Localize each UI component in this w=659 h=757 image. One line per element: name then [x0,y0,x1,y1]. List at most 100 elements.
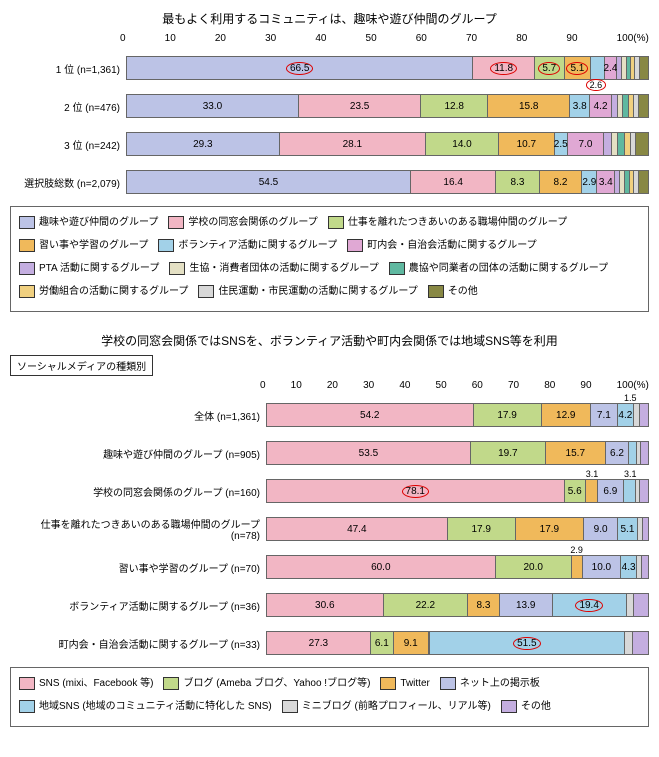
segment-value: 2.4 [604,63,618,74]
legend-label: その他 [448,282,478,301]
segment-value: 5.7 [538,62,560,75]
axis-tick: 100(%) [617,33,649,44]
legend-label: Twitter [400,674,429,693]
segment-value: 7.1 [597,410,611,421]
legend-swatch [19,216,35,229]
bar-segment [629,442,637,464]
row-label: 学校の同窓会関係のグループ (n=160) [10,484,266,499]
stacked-bar: 27.36.19.151.5 [266,631,649,655]
legend: SNS (mixi、Facebook 等)ブログ (Ameba ブログ、Yaho… [10,667,649,727]
x-axis: 0102030405060708090100(%) [120,33,649,44]
bar-segment: 2.5 [555,133,568,155]
legend-swatch [389,262,405,275]
row-label: 1 位 (n=1,361) [10,61,126,76]
legend-item: その他 [501,697,551,716]
axis-tick: 50 [436,380,447,391]
segment-value: 6.9 [603,486,617,497]
segment-value: 8.3 [511,177,525,188]
row-label: 趣味や遊び仲間のグループ (n=905) [10,446,266,461]
bar-segment: 17.9 [474,404,542,426]
bar-segment: 9.1 [394,632,429,654]
bar-segment [627,594,635,616]
bar-row: 全体 (n=1,361)54.217.912.97.14.21.5 [10,401,649,429]
legend-item: ブログ (Ameba ブログ、Yahoo !ブログ等) [163,674,370,693]
legend-label: 住民運動・市民運動の活動に関するグループ [218,282,417,301]
row-label: 3 位 (n=242) [10,137,126,152]
axis-tick: 40 [399,380,410,391]
bar-segment: 10.0 [583,556,621,578]
bar-segment [641,442,647,464]
segment-value: 2.9 [582,177,596,188]
segment-value: 4.2 [618,410,632,421]
bar-segment: 8.3 [468,594,500,616]
bar-segment: 12.9 [542,404,591,426]
legend-label: 地域SNS (地域のコミュニティ活動に特化した SNS) [39,697,272,716]
legend-swatch [428,285,444,298]
axis-tick: 10 [165,33,176,44]
legend-label: 習い事や学習のグループ [39,236,148,255]
bar-segment: 9.0 [584,518,618,540]
segment-value: 14.0 [452,139,471,150]
axis-tick: 20 [327,380,338,391]
segment-value: 10.0 [592,562,611,573]
bar-segment: 66.5 [127,57,473,79]
bar-segment: 11.8 [473,57,534,79]
bar-segment: 5.1 [618,518,637,540]
row-label: 仕事を離れたつきあいのある職場仲間のグループ (n=78) [10,516,266,542]
segment-value: 23.5 [350,101,369,112]
axis-tick: 30 [265,33,276,44]
bar-segment: 20.0 [496,556,572,578]
bar-segment [639,95,648,117]
legend-label: 生協・消費者団体の活動に関するグループ [189,259,378,278]
segment-value: 54.5 [259,177,278,188]
segment-value: 9.1 [404,638,418,649]
chart-block-2: 学校の同窓会関係ではSNSを、ボランティア活動や町内会関係では地域SNS等を利用… [10,332,649,727]
row-label: 2 位 (n=476) [10,99,126,114]
legend-item: 生協・消費者団体の活動に関するグループ [169,259,378,278]
bar-segment: 6.1 [371,632,394,654]
bar-segment: 17.9 [448,518,516,540]
bar-segment: 3.8 [570,95,590,117]
bar-row: 1 位 (n=1,361)66.511.85.75.12.42.6 [10,54,649,82]
legend-item: 習い事や学習のグループ [19,236,148,255]
row-label: 町内会・自治会活動に関するグループ (n=33) [10,636,266,651]
bar-row: ボランティア活動に関するグループ (n=36)30.622.28.313.919… [10,591,649,619]
segment-value: 19.4 [575,599,602,612]
legend-swatch [347,239,363,252]
bar-segment: 2.4 [605,57,618,79]
legend-item: Twitter [380,674,429,693]
legend-label: 趣味や遊び仲間のグループ [39,213,158,232]
legend-swatch [19,677,35,690]
legend-swatch [158,239,174,252]
bar-segment: 29.3 [127,133,280,155]
bar-segment: 78.1 [267,480,565,502]
stacked-bar: 54.516.48.38.22.93.4 [126,170,649,194]
legend-swatch [19,262,35,275]
bar-segment [640,404,648,426]
stacked-bar: 29.328.114.010.72.57.0 [126,132,649,156]
stacked-bar: 30.622.28.313.919.4 [266,593,649,617]
legend-swatch [19,239,35,252]
segment-value: 6.1 [375,638,389,649]
legend-label: 学校の同窓会関係のグループ [188,213,317,232]
bar-segment: 4.3 [621,556,637,578]
stacked-bar: 53.519.715.76.2 [266,441,649,465]
segment-value: 2.5 [554,139,568,150]
segment-value: 5.6 [568,486,582,497]
callout-label: 3.1 [585,469,600,479]
bar-segment: 22.2 [384,594,469,616]
segment-value: 17.9 [497,410,516,421]
stacked-bar: 33.023.512.815.83.84.2 [126,94,649,118]
bar-segment [586,480,598,502]
stacked-bar: 60.020.010.04.3 [266,555,649,579]
row-label: 習い事や学習のグループ (n=70) [10,560,266,575]
axis-tick: 80 [544,380,555,391]
bar-segment: 8.3 [496,171,539,193]
callout-label: 2.9 [569,545,584,555]
legend-label: 仕事を離れたつきあいのある職場仲間のグループ [348,213,567,232]
segment-value: 66.5 [286,62,313,75]
bar-row: 趣味や遊び仲間のグループ (n=905)53.519.715.76.2 [10,439,649,467]
segment-value: 3.8 [573,101,587,112]
bar-segment: 12.8 [421,95,488,117]
legend-label: ブログ (Ameba ブログ、Yahoo !ブログ等) [183,674,370,693]
